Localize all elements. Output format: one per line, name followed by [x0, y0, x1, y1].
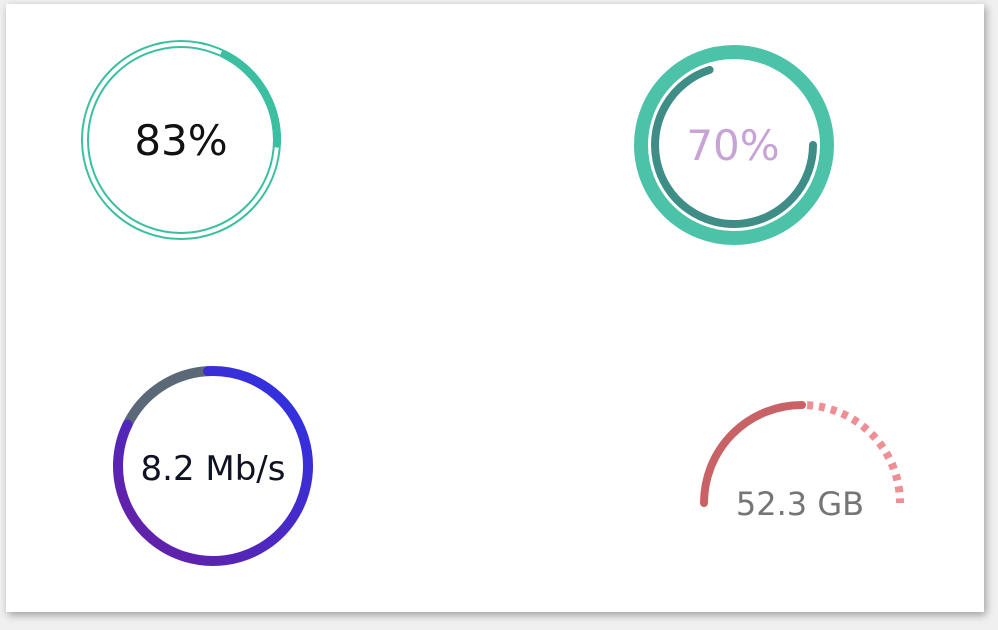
gauge-3-remainder-arc: [122, 366, 214, 430]
gauge-percent-83: [81, 40, 281, 240]
gauge-4-solid-arc: [700, 401, 806, 507]
gauge-3-value: 8.2 Mb/s: [140, 449, 286, 489]
gauge-4-value: 52.3 GB: [735, 485, 865, 523]
gauge-percent-70: [634, 45, 834, 245]
gauge-storage: [700, 401, 904, 507]
gauge-2-value: 70%: [686, 121, 780, 170]
gauge-3-progress-arc: [113, 366, 313, 566]
gauge-2-outer-ring: [634, 45, 834, 245]
gauge-1-progress-arc: [220, 50, 281, 148]
gauge-4-dashed-arc: [806, 401, 904, 504]
gauge-speed: [113, 366, 313, 566]
gauge-1-value: 83%: [134, 116, 228, 165]
gauge-2-progress-arc: [651, 65, 817, 228]
